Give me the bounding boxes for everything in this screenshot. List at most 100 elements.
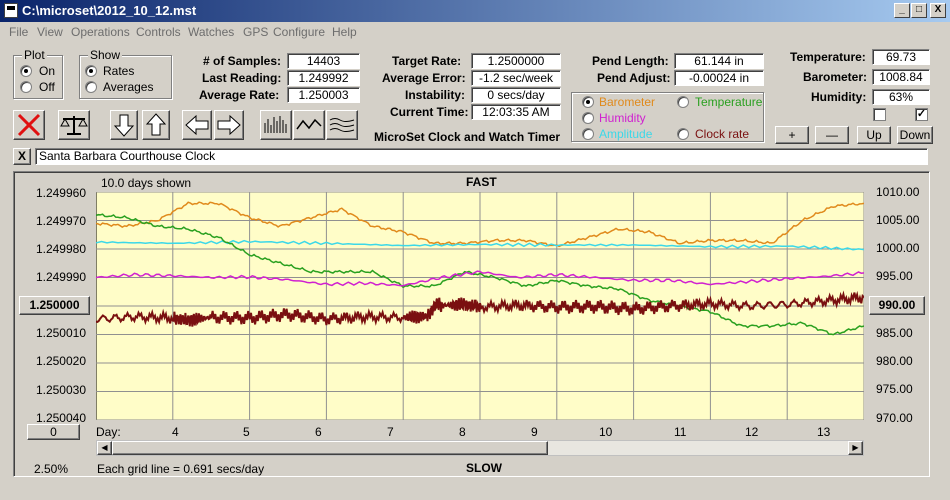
average-error-label: Average Error: xyxy=(382,71,466,85)
plot-on-radio[interactable] xyxy=(20,65,32,77)
pend-adjust-field: -0.00024 in xyxy=(674,70,764,86)
wave-icon xyxy=(296,118,322,130)
minimize-button[interactable]: _ xyxy=(894,3,910,18)
menu-controls[interactable]: Controls xyxy=(136,25,181,39)
barometer-option: Barometer xyxy=(599,95,656,109)
temperature-radio[interactable] xyxy=(677,96,689,108)
minus-button[interactable]: — xyxy=(815,126,849,144)
plot-off-radio[interactable] xyxy=(20,81,32,93)
plot-on-label: On xyxy=(39,64,56,78)
menu-help[interactable]: Help xyxy=(332,25,357,39)
show-group: Show xyxy=(79,48,172,99)
option-checkbox-1[interactable] xyxy=(873,108,886,121)
series-lines xyxy=(96,201,864,336)
amplitude-option: Amplitude xyxy=(599,127,653,141)
aux-series-line-0 xyxy=(96,201,864,248)
scroll-down-button[interactable] xyxy=(110,110,138,140)
last-reading-field: 1.249992 xyxy=(287,70,360,86)
right-tick-label: 975.00 xyxy=(876,382,913,396)
clock-rate-radio[interactable] xyxy=(677,128,689,140)
show-group-title: Show xyxy=(88,48,123,62)
plus-button[interactable]: + xyxy=(775,126,809,144)
arrow-right-icon xyxy=(217,114,241,136)
scroll-left-arrow-icon[interactable]: ◀ xyxy=(97,441,112,455)
notes-field[interactable]: Santa Barbara Courthouse Clock xyxy=(35,148,928,165)
instability-label: Instability: xyxy=(405,88,466,102)
offset-button[interactable]: 0 xyxy=(27,424,80,440)
slow-label: SLOW xyxy=(466,461,502,475)
show-averages-radio[interactable] xyxy=(85,81,97,93)
multi-wave-icon xyxy=(329,118,355,132)
left-tick-label: 1.250040 xyxy=(35,411,86,425)
menu-operations[interactable]: Operations xyxy=(71,25,130,39)
graph-frame xyxy=(13,171,930,477)
red-x-icon xyxy=(17,113,41,137)
scroll-right-button[interactable] xyxy=(214,110,244,140)
right-tick-label: 1010.00 xyxy=(876,185,920,199)
app-icon xyxy=(4,3,18,18)
menu-view[interactable]: View xyxy=(37,25,63,39)
x-tick-label: 12 xyxy=(745,425,759,439)
humidity-radio[interactable] xyxy=(582,112,594,124)
notes-close-button[interactable]: X xyxy=(13,148,31,165)
left-tick-label: 1.250020 xyxy=(35,354,86,368)
up-button[interactable]: Up xyxy=(857,126,891,144)
menu-file[interactable]: File xyxy=(9,25,29,39)
clear-data-button[interactable] xyxy=(13,110,45,140)
center-rate-button[interactable]: 1.250000 xyxy=(19,296,90,315)
horizontal-scrollbar[interactable]: ◀ ▶ xyxy=(96,440,864,456)
arrow-up-icon xyxy=(145,113,167,136)
x-tick-label: 7 xyxy=(387,425,394,439)
average-error-field: -1.2 sec/week xyxy=(471,70,561,86)
clock-rate-series-line xyxy=(96,290,864,327)
app-caption: MicroSet Clock and Watch Timer xyxy=(374,130,561,144)
show-rates-label: Rates xyxy=(103,64,135,78)
multi-trace-view-button[interactable] xyxy=(326,110,358,140)
line-view-button[interactable] xyxy=(293,110,325,140)
center-aux-button[interactable]: 990.00 xyxy=(869,296,925,315)
target-rate-field: 1.2500000 xyxy=(471,53,561,69)
menu-gps[interactable]: GPS xyxy=(243,25,269,39)
scroll-right-arrow-icon[interactable]: ▶ xyxy=(848,441,863,455)
humidity-label: Humidity: xyxy=(811,90,867,104)
scroll-left-button[interactable] xyxy=(182,110,212,140)
histogram-view-button[interactable] xyxy=(260,110,292,140)
average-rate-label: Average Rate: xyxy=(199,88,280,102)
menu-watches[interactable]: Watches xyxy=(188,25,235,39)
show-rates-radio[interactable] xyxy=(85,65,97,77)
left-tick-label: 1.250010 xyxy=(35,326,86,340)
close-button[interactable]: X xyxy=(930,3,946,18)
aux-series-line-2 xyxy=(96,213,864,336)
left-tick-label: 1.249990 xyxy=(35,270,86,284)
x-tick-label: 4 xyxy=(172,425,179,439)
pend-length-field: 61.144 in xyxy=(674,53,764,69)
maximize-button[interactable]: □ xyxy=(911,3,927,18)
down-button[interactable]: Down xyxy=(897,126,933,144)
aux-series-line-3 xyxy=(96,270,864,287)
fast-label: FAST xyxy=(466,175,497,189)
right-tick-label: 995.00 xyxy=(876,269,913,283)
x-tick-label: 9 xyxy=(531,425,538,439)
balance-button[interactable] xyxy=(58,110,90,140)
amplitude-radio[interactable] xyxy=(582,128,594,140)
pend-adjust-label: Pend Adjust: xyxy=(597,71,671,85)
plot-group-title: Plot xyxy=(22,48,47,62)
bars-icon xyxy=(264,116,287,133)
x-tick-label: 11 xyxy=(674,425,687,439)
day-axis-label: Day: xyxy=(96,425,121,439)
clock-rate-option: Clock rate xyxy=(695,127,750,141)
menu-configure[interactable]: Configure xyxy=(273,25,326,39)
option-checkbox-2[interactable]: ✓ xyxy=(915,108,928,121)
temperature-label: Temperature: xyxy=(790,50,866,64)
x-tick-label: 10 xyxy=(599,425,613,439)
humidity-option: Humidity xyxy=(599,111,646,125)
left-tick-label: 1.249960 xyxy=(35,186,86,200)
rate-chart xyxy=(96,192,864,420)
right-tick-label: 970.00 xyxy=(876,411,913,425)
target-rate-label: Target Rate: xyxy=(392,54,462,68)
arrow-down-icon xyxy=(113,114,135,137)
scrollbar-thumb[interactable] xyxy=(112,441,548,455)
barometer-radio[interactable] xyxy=(582,96,594,108)
samples-label: # of Samples: xyxy=(203,54,282,68)
scroll-up-button[interactable] xyxy=(142,110,170,140)
